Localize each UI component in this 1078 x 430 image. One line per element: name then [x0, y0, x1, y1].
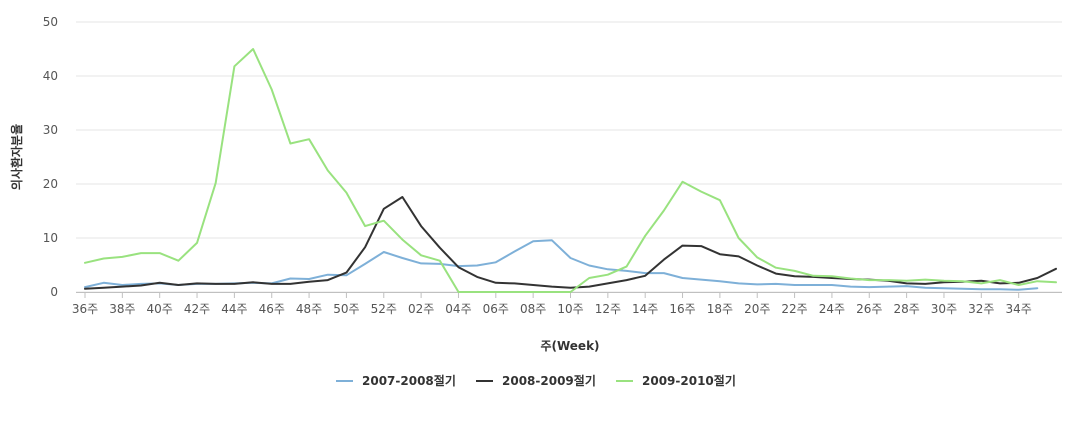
series-line-3[interactable]	[84, 48, 1057, 293]
grid-lines	[76, 21, 1062, 293]
legend-label: 2007-2008절기	[362, 373, 456, 388]
legend-item-3[interactable]: 2009-2010절기	[616, 373, 736, 388]
x-tick-label: 18주	[707, 302, 733, 316]
x-tick-label: 40주	[147, 302, 173, 316]
x-tick-label: 14주	[632, 302, 658, 316]
x-tick-label: 04주	[445, 302, 471, 316]
x-tick-label: 12주	[595, 302, 621, 316]
x-axis: 36주 38주 40주 42주 44주 46주 48주 50주 52주 02주 04주 06주 08주 1…	[72, 292, 1062, 316]
x-tick-label: 52주	[371, 302, 397, 316]
x-tick-label: 08주	[520, 302, 546, 316]
series-line-2[interactable]	[84, 196, 1057, 290]
x-tick-label: 44주	[221, 302, 247, 316]
legend-label: 2008-2009절기	[502, 373, 596, 388]
x-tick-label: 50주	[333, 302, 359, 316]
x-tick-label: 38주	[109, 302, 135, 316]
legend: 2007-2008절기 2008-2009절기 2009-2010절기	[336, 373, 736, 388]
y-tick-label: 10	[43, 231, 58, 245]
series-lines	[84, 48, 1057, 293]
y-tick-label: 30	[43, 123, 58, 137]
x-tick-label: 26주	[856, 302, 882, 316]
x-tick-label: 10주	[557, 302, 583, 316]
legend-item-2[interactable]: 2008-2009절기	[476, 373, 596, 388]
y-axis-title: 의사환자분율	[9, 124, 24, 190]
y-tick-label: 50	[43, 15, 58, 29]
x-tick-label: 46주	[259, 302, 285, 316]
x-tick-label: 20주	[744, 302, 770, 316]
x-tick-label: 30주	[931, 302, 957, 316]
y-tick-label: 20	[43, 177, 58, 191]
y-tick-label: 40	[43, 69, 58, 83]
y-tick-label: 0	[50, 285, 58, 299]
x-tick-label: 24주	[819, 302, 845, 316]
legend-item-1[interactable]: 2007-2008절기	[336, 373, 456, 388]
x-tick-label: 36주	[72, 302, 98, 316]
x-tick-label: 16주	[669, 302, 695, 316]
x-tick-label: 06주	[483, 302, 509, 316]
x-axis-title: 주(Week)	[540, 339, 599, 353]
x-tick-label: 34주	[1005, 302, 1031, 316]
legend-label: 2009-2010절기	[642, 373, 736, 388]
x-tick-label: 02주	[408, 302, 434, 316]
x-tick-label: 22주	[781, 302, 807, 316]
x-tick-label: 32주	[968, 302, 994, 316]
x-tick-label: 48주	[296, 302, 322, 316]
y-axis-ticks: 0 10 20 30 40 50	[43, 15, 58, 299]
x-tick-label: 42주	[184, 302, 210, 316]
x-tick-label: 28주	[893, 302, 919, 316]
